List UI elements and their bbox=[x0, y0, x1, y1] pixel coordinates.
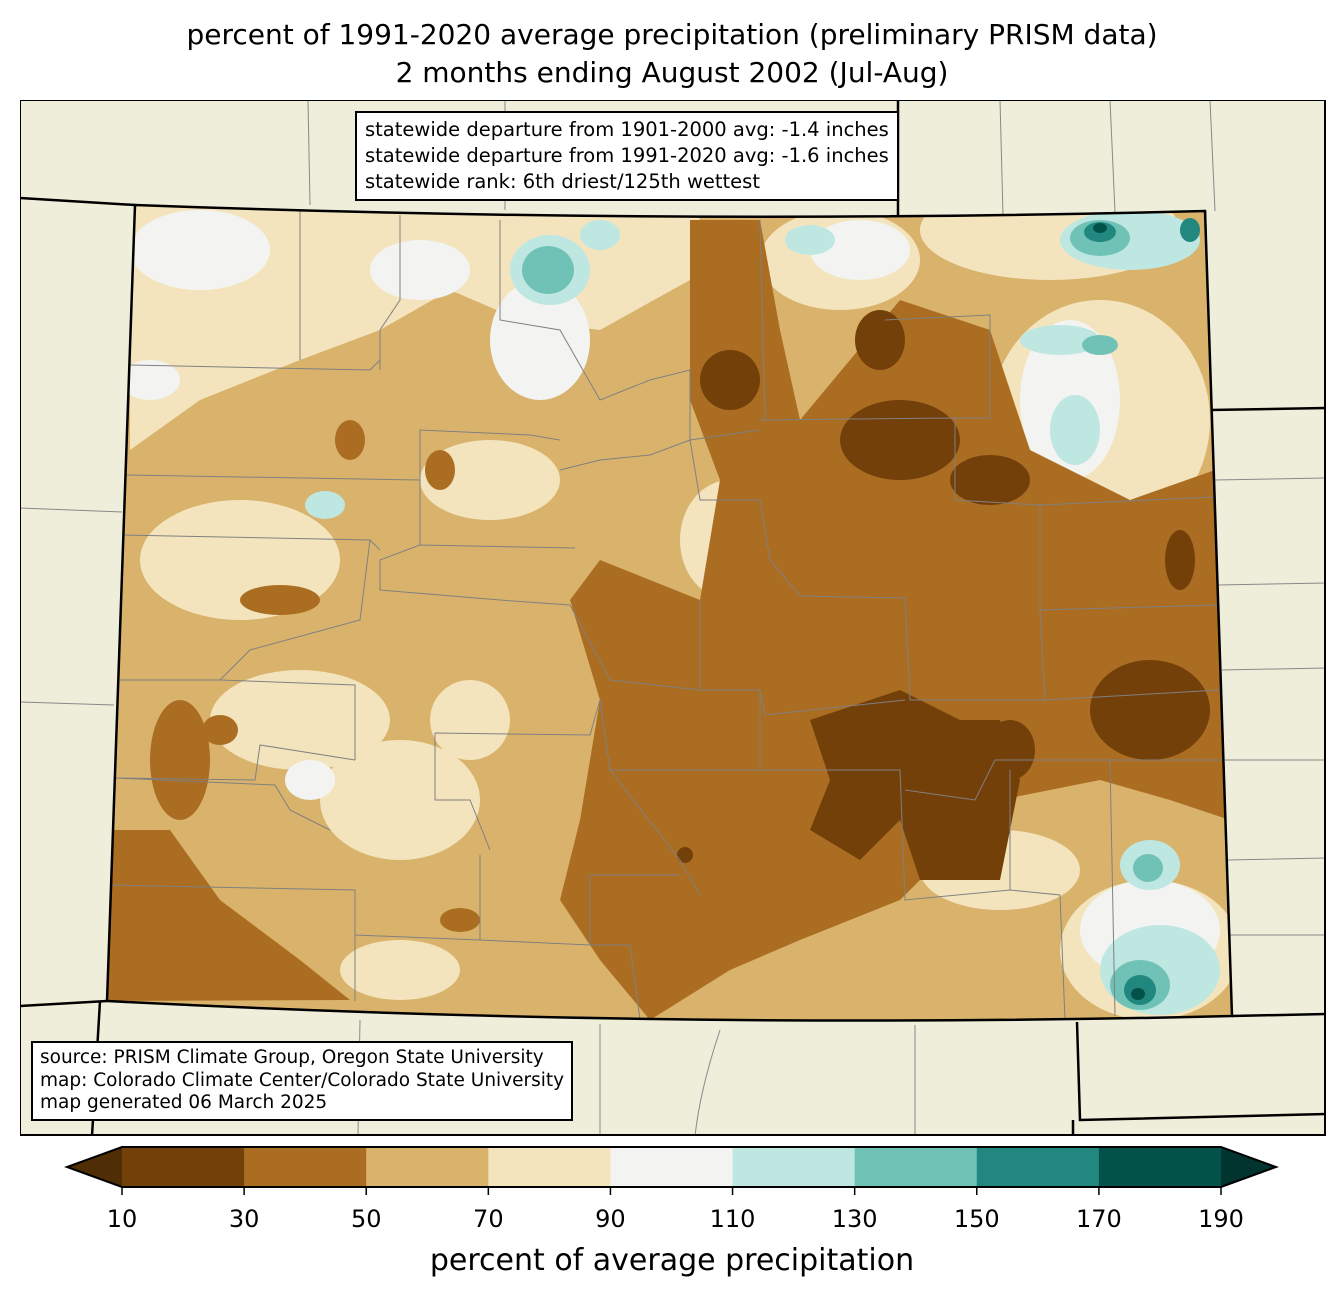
colorbar-tick-label: 10 bbox=[106, 1205, 138, 1233]
colorbar-swatch bbox=[976, 1147, 1100, 1187]
map-credit-line: map: Colorado Climate Center/Colorado St… bbox=[40, 1069, 565, 1091]
colorbar-swatch bbox=[732, 1147, 856, 1187]
statewide-stats-box: statewide departure from 1901-2000 avg: … bbox=[355, 111, 899, 201]
colorbar-tick-label: 110 bbox=[709, 1205, 756, 1233]
source-line: source: PRISM Climate Group, Oregon Stat… bbox=[40, 1047, 544, 1068]
colorbar-over-arrow bbox=[1221, 1147, 1276, 1187]
colorbar-tick-label: 170 bbox=[1075, 1205, 1122, 1233]
colorbar-tick-label: 70 bbox=[473, 1205, 504, 1233]
colorado-precip-fill bbox=[107, 205, 1232, 1021]
colorbar-tick-label: 90 bbox=[595, 1205, 626, 1233]
source-box: source: PRISM Climate Group, Oregon Stat… bbox=[31, 1041, 574, 1121]
stat-rank: statewide rank: 6th driest/125th wettest bbox=[365, 170, 760, 193]
colorbar-swatch bbox=[1098, 1147, 1222, 1187]
colorbar-swatch bbox=[244, 1147, 367, 1187]
colorbar-swatch bbox=[610, 1147, 734, 1187]
map-frame bbox=[20, 100, 1326, 1136]
colorbar-swatch bbox=[854, 1147, 978, 1187]
colorbar-tick-label: 190 bbox=[1198, 1205, 1244, 1233]
colorbar-label: percent of average precipitation bbox=[429, 1243, 915, 1278]
colorbar-tick-label: 30 bbox=[228, 1205, 260, 1233]
generated-date-line: map generated 06 March 2025 bbox=[40, 1092, 328, 1113]
colorbar-tick-label: 130 bbox=[831, 1205, 878, 1233]
stat-departure-1901-2000: statewide departure from 1901-2000 avg: … bbox=[365, 118, 889, 141]
colorado-border bbox=[105, 203, 1234, 1022]
colorbar-swatch bbox=[366, 1147, 489, 1187]
colorbar-tick-label: 50 bbox=[350, 1205, 382, 1233]
stat-departure-1991-2020: statewide departure from 1991-2020 avg: … bbox=[365, 144, 889, 167]
colorbar-swatch bbox=[488, 1147, 611, 1187]
colorbar-tick-label: 150 bbox=[953, 1205, 1000, 1233]
colorbar-swatch bbox=[122, 1147, 245, 1187]
colorbar-under-arrow bbox=[67, 1147, 122, 1187]
county-lines bbox=[109, 210, 1230, 1021]
map-title: percent of 1991-2020 average precipitati… bbox=[186, 18, 1158, 51]
precipitation-map bbox=[20, 100, 1326, 1136]
map-subtitle: 2 months ending August 2002 (Jul-Aug) bbox=[395, 56, 949, 89]
colorbar bbox=[64, 1146, 1279, 1195]
